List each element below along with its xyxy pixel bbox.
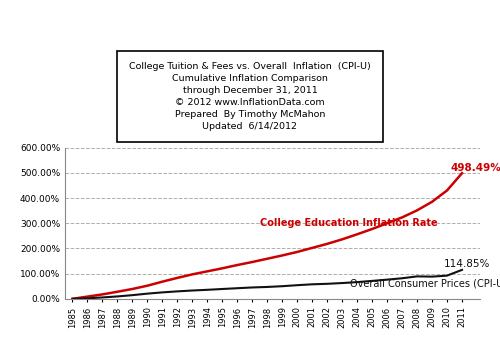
Text: 498.49%: 498.49% [450,163,500,173]
Text: 114.85%: 114.85% [444,259,490,269]
Text: College Tuition & Fees vs. Overall  Inflation  (CPI-U)
Cumulative Inflation Comp: College Tuition & Fees vs. Overall Infla… [129,62,371,131]
Text: Overall Consumer Prices (CPI-U): Overall Consumer Prices (CPI-U) [350,279,500,289]
Text: College Education Inflation Rate: College Education Inflation Rate [260,218,438,228]
